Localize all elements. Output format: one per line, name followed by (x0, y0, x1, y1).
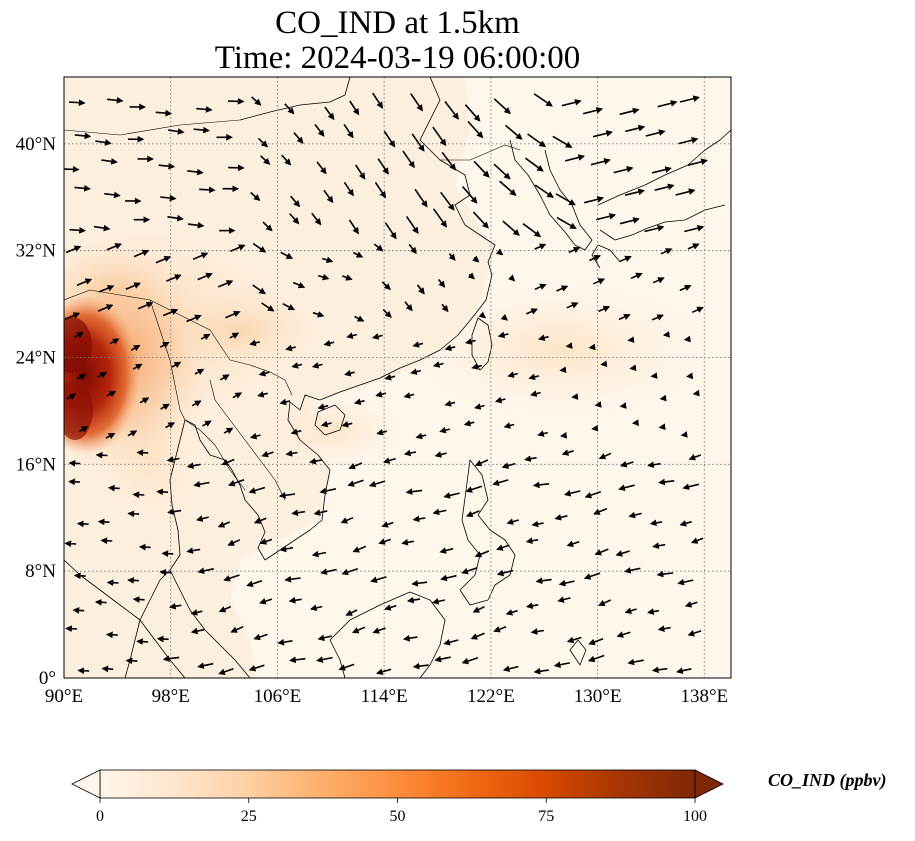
wind-arrow (70, 463, 80, 464)
wind-arrow (633, 423, 638, 424)
wind-arrow (109, 488, 119, 489)
plume-max-south (57, 380, 93, 440)
wind-arrow (134, 599, 145, 600)
colorbar-tick-label: 100 (683, 808, 707, 825)
wind-arrow (103, 669, 113, 670)
wind-arrow (67, 628, 78, 629)
wind-arrow (661, 398, 666, 399)
wind-arrow (687, 376, 692, 377)
wind-arrow (602, 364, 607, 365)
wind-arrow (102, 540, 112, 541)
wind-arrow (561, 435, 566, 436)
wind-arrow (99, 522, 109, 523)
wind-arrow (660, 427, 665, 428)
wind-arrow (685, 339, 690, 340)
colorbar-ticks: 0 25 50 75 100 (96, 798, 707, 825)
wind-arrow (593, 428, 598, 429)
wind-arrow (652, 376, 657, 377)
colorbar-tick-label: 75 (538, 808, 554, 825)
wind-arrow (629, 340, 634, 341)
lon-tick-label: 90°E (45, 686, 83, 707)
haze-scs (250, 390, 410, 470)
wind-arrow (69, 102, 84, 103)
wind-arrow (63, 169, 78, 170)
wind-arrow (70, 482, 80, 483)
wind-arrow (596, 405, 601, 406)
lon-tick-label: 114°E (361, 686, 408, 707)
wind-arrow (129, 514, 139, 515)
wind-arrow (74, 610, 84, 611)
lon-tick-label: 130°E (574, 686, 622, 707)
wind-arrow (664, 335, 669, 336)
lat-tick-label: 0° (39, 668, 56, 689)
wind-arrow (66, 543, 76, 544)
wind-arrow (78, 524, 88, 525)
colorbar-gradient (100, 770, 695, 798)
lon-tick-label: 122°E (467, 686, 515, 707)
longitude-labels: 90°E 98°E 106°E 114°E 122°E 130°E 138°E (45, 686, 728, 707)
lon-tick-label: 138°E (680, 686, 728, 707)
lat-tick-label: 16°N (16, 454, 57, 475)
wind-arrow (127, 661, 137, 662)
lat-tick-label: 8°N (25, 561, 56, 582)
wind-arrow (567, 346, 572, 347)
wind-arrow (621, 406, 626, 407)
wind-arrow (682, 435, 687, 436)
wind-arrow (129, 580, 139, 581)
lon-tick-label: 98°E (152, 686, 190, 707)
wind-arrow (158, 492, 169, 493)
wind-arrow (79, 670, 89, 671)
wind-arrow (199, 189, 214, 190)
colorbar: 0 25 50 75 100 (72, 770, 723, 825)
wind-arrow (138, 452, 148, 453)
wind-arrow (96, 602, 106, 603)
colorbar-tick-label: 25 (241, 808, 257, 825)
wind-arrow (138, 641, 149, 642)
wind-arrow (163, 553, 174, 554)
map-panel (0, 77, 731, 678)
haze-pacific (400, 280, 720, 420)
plume-max-north (52, 317, 92, 373)
colorbar-tick-label: 50 (390, 808, 406, 825)
wind-arrow (107, 635, 118, 636)
lat-tick-label: 40°N (16, 134, 57, 155)
wind-arrow (108, 582, 119, 583)
wind-arrow (561, 370, 566, 371)
wind-arrow (161, 572, 171, 573)
wind-arrow (573, 397, 578, 398)
colorbar-extend-low (72, 770, 100, 798)
lon-tick-label: 106°E (254, 686, 302, 707)
latitude-labels: 0° 8°N 16°N 24°N 32°N 40°N (16, 134, 57, 689)
wind-arrow (97, 455, 108, 456)
wind-arrow (140, 547, 150, 548)
wind-arrow (134, 494, 145, 495)
colorbar-extend-high (695, 770, 723, 798)
colorbar-tick-label: 0 (96, 808, 104, 825)
lat-tick-label: 24°N (16, 347, 57, 368)
wind-arrow (158, 639, 169, 640)
wind-arrow (694, 393, 699, 394)
colorbar-label: CO_IND (ppbv) (768, 770, 887, 791)
wind-arrow (75, 576, 85, 577)
wind-arrow (590, 347, 595, 348)
wind-arrow (631, 368, 636, 369)
lat-tick-label: 32°N (16, 241, 57, 262)
wind-arrow (70, 230, 85, 231)
